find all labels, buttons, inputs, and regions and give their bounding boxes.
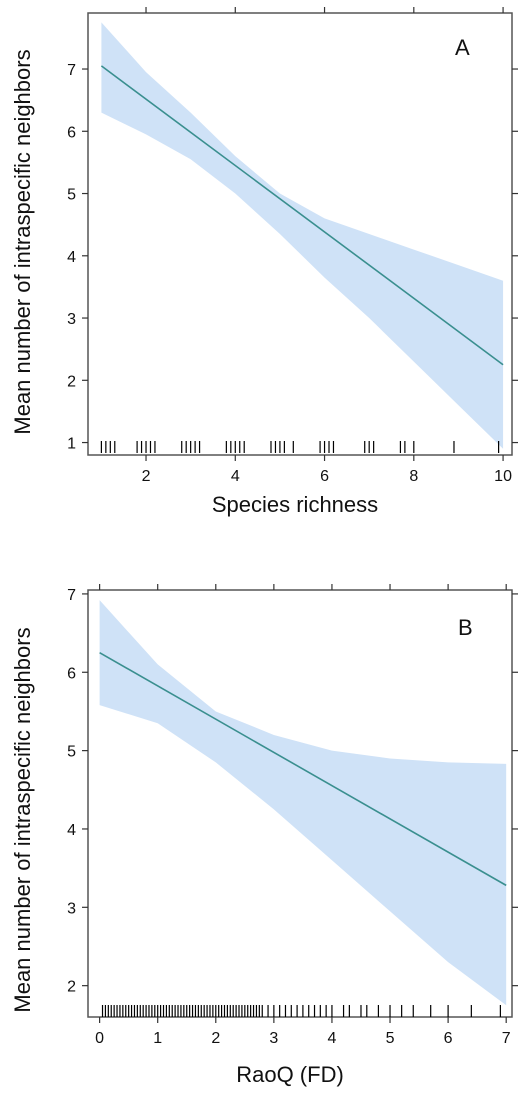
y-tick-label: 3	[67, 900, 76, 917]
y-tick-label: 6	[67, 124, 76, 141]
y-ticks-a: 1 2 3 4 5 6 7	[67, 62, 518, 453]
y-tick-label: 4	[67, 822, 76, 839]
confidence-band-b	[99, 600, 507, 1006]
confidence-band-a	[101, 22, 504, 449]
y-axis-title-a: Mean number of intraspecific neighbors	[10, 49, 35, 434]
y-tick-label: 5	[67, 744, 76, 761]
fit-line	[99, 651, 507, 887]
x-tick-label: 8	[409, 468, 418, 485]
y-ticks-b: 2 3 4 5 6 7	[67, 587, 518, 996]
y-tick-label: 2	[67, 373, 76, 390]
x-tick-label: 3	[269, 1030, 278, 1047]
rug-b	[101, 1005, 501, 1017]
fit-line-b	[99, 651, 507, 887]
y-tick-label: 7	[67, 587, 76, 604]
x-tick-label: 7	[502, 1030, 511, 1047]
plot-frame-a	[87, 12, 513, 456]
x-tick-label: 4	[327, 1030, 336, 1047]
x-axis-title-a: Species richness	[212, 492, 378, 517]
x-tick-label: 1	[153, 1030, 162, 1047]
x-ticks-b: 0 1 2 3 4 5 6 7	[95, 584, 511, 1047]
x-tick-label: 2	[211, 1030, 220, 1047]
x-tick-label: 6	[444, 1030, 453, 1047]
confidence-band-area	[99, 600, 507, 1006]
y-tick-label: 1	[67, 436, 76, 453]
y-tick-label: 3	[67, 311, 76, 328]
confidence-band-area	[101, 22, 504, 449]
x-tick-label: 6	[320, 468, 329, 485]
y-tick-label: 6	[67, 665, 76, 682]
y-axis-title-b: Mean number of intraspecific neighbors	[10, 627, 35, 1012]
panel-label-a: A	[455, 35, 470, 60]
x-tick-label: 10	[494, 468, 512, 485]
y-tick-label: 2	[67, 979, 76, 996]
fit-line-a	[100, 65, 504, 366]
x-tick-label: 0	[95, 1030, 104, 1047]
panel-b: 0 1 2 3 4 5 6 7 2 3 4 5 6 7 B RaoQ (FD) Mean number …	[10, 584, 518, 1087]
x-tick-label: 4	[231, 468, 240, 485]
panel-label-b: B	[458, 615, 473, 640]
x-tick-label: 5	[386, 1030, 395, 1047]
x-axis-title-b: RaoQ (FD)	[236, 1062, 344, 1087]
x-ticks-a: 2 4 6 8 10	[142, 7, 512, 485]
y-tick-label: 5	[67, 187, 76, 204]
plot-frame-b	[87, 589, 513, 1018]
y-tick-label: 7	[67, 62, 76, 79]
x-tick-label: 2	[142, 468, 151, 485]
y-tick-label: 4	[67, 249, 76, 266]
rug-a	[100, 441, 500, 453]
fit-line	[100, 65, 504, 366]
